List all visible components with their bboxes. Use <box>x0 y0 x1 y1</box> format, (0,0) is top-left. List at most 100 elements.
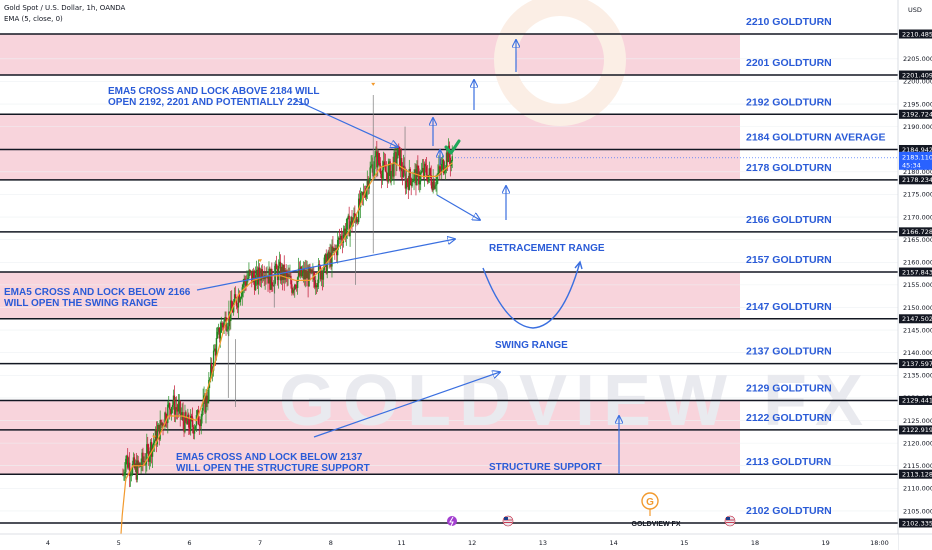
candle-body <box>358 198 361 208</box>
level-label: 2102 GOLDTURN <box>746 505 832 517</box>
candle-body <box>402 165 405 177</box>
annotation-retracement-range[interactable]: RETRACEMENT RANGE <box>489 243 605 254</box>
level-label: 2113 GOLDTURN <box>746 456 831 468</box>
candle-body <box>314 280 316 288</box>
candle-body <box>207 400 209 404</box>
candle-body <box>127 462 130 468</box>
zone-band <box>0 429 740 475</box>
price-axis[interactable]: USD 2205.000 2200.000 2195.000 2190.000 2180.… <box>897 0 932 550</box>
candle-body <box>215 338 218 356</box>
candle-body <box>245 282 247 286</box>
candle-body <box>397 146 399 159</box>
candle-body <box>420 172 422 182</box>
level-price-tag <box>899 29 932 39</box>
candle-body <box>173 395 176 415</box>
indicator-legend[interactable]: EMA (5, close, 0) <box>4 15 63 23</box>
annotation-pointer[interactable] <box>313 372 500 438</box>
candle-body <box>219 332 221 339</box>
candle-body <box>128 462 131 477</box>
candle-body <box>347 215 349 218</box>
annotation-swing-range[interactable]: SWING RANGE <box>495 340 568 351</box>
candle-body <box>223 320 225 328</box>
candle-body <box>138 463 140 466</box>
candle-body <box>388 161 390 166</box>
candle-body <box>379 165 382 174</box>
candle-body <box>368 179 370 189</box>
candle-body <box>135 463 138 480</box>
candle-body <box>425 166 428 176</box>
candle-body <box>123 474 125 476</box>
candle-body <box>333 248 335 252</box>
candle-body <box>168 403 170 405</box>
candle-body <box>428 168 431 175</box>
annotation-structure-support[interactable]: STRUCTURE SUPPORT <box>489 462 602 473</box>
candle-body <box>234 294 237 299</box>
level-price-tag <box>899 227 932 237</box>
candle-body <box>383 161 386 165</box>
candle-body <box>180 414 182 416</box>
level-price-tag <box>899 175 932 185</box>
candle-body <box>129 475 132 477</box>
candle-body <box>376 151 378 168</box>
level-label: 2201 GOLDTURN <box>746 57 832 69</box>
candle-body <box>164 412 166 426</box>
annotation-above-2184[interactable]: EMA5 CROSS AND LOCK ABOVE 2184 WILLOPEN … <box>108 86 320 108</box>
candle-body <box>154 429 157 441</box>
candle-body <box>327 251 329 261</box>
candle-body <box>412 180 414 183</box>
candle-body <box>181 412 183 415</box>
price-tick-label: 2155.000 <box>903 281 932 289</box>
candle-body <box>443 171 446 174</box>
level-label: 2192 GOLDTURN <box>746 96 832 108</box>
gridlines <box>0 58 898 512</box>
level-price-tag-text: 2147.502 <box>902 315 932 323</box>
annotation-pointer[interactable] <box>294 99 398 147</box>
candle-body <box>216 331 219 339</box>
candle-body <box>307 271 309 287</box>
candle-body <box>420 171 423 173</box>
ema-line[interactable] <box>119 162 453 550</box>
annotation-pointer[interactable] <box>196 239 455 291</box>
candle-body <box>302 269 305 273</box>
candle-body <box>326 260 328 274</box>
time-axis[interactable]: 4 5 6 7 8 11 12 13 14 15 18 19 18:00 <box>0 533 932 550</box>
candle-body <box>319 266 322 280</box>
candle-body <box>415 169 417 186</box>
candle-body <box>380 173 383 179</box>
candle-body <box>390 170 392 182</box>
candle-body <box>233 294 236 304</box>
candle-body <box>338 237 341 240</box>
candle-body <box>201 410 203 417</box>
candle-body <box>258 267 261 277</box>
level-price-tag-text: 2201.409 <box>902 71 932 79</box>
time-tick-label: 7 <box>258 539 262 547</box>
candle-body <box>157 424 159 432</box>
level-label: 2147 GOLDTURN <box>746 301 832 313</box>
candle-body <box>399 158 402 170</box>
level-label: 2122 GOLDTURN <box>746 412 832 424</box>
candle-body <box>218 327 221 339</box>
lightning-icon[interactable] <box>447 516 457 526</box>
candle-body <box>438 166 440 173</box>
candle-body <box>299 266 302 276</box>
candle-body <box>226 329 228 331</box>
candle-body <box>213 348 216 351</box>
candle-body <box>316 283 319 288</box>
candle-body <box>190 415 193 418</box>
swing-range-curve[interactable] <box>482 261 581 329</box>
candle-body <box>259 276 262 281</box>
candle-body <box>192 426 195 434</box>
candle-body <box>156 431 159 445</box>
candle-body <box>345 229 347 238</box>
arrow-down-right[interactable] <box>436 194 480 220</box>
candle-body <box>335 247 337 251</box>
candle-body <box>205 395 207 413</box>
current-price-tag <box>899 151 932 170</box>
candle-body <box>292 289 294 293</box>
candle-body <box>384 164 387 172</box>
candle-body <box>132 457 135 464</box>
currency-label: USD <box>908 6 922 14</box>
